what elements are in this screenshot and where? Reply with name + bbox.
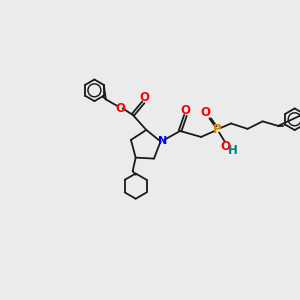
Text: O: O — [221, 140, 231, 153]
Text: P: P — [213, 123, 222, 136]
Text: O: O — [115, 101, 125, 115]
Text: H: H — [228, 144, 238, 157]
Text: O: O — [181, 104, 190, 117]
Text: O: O — [201, 106, 211, 119]
Text: N: N — [158, 136, 167, 146]
Text: O: O — [139, 91, 149, 104]
